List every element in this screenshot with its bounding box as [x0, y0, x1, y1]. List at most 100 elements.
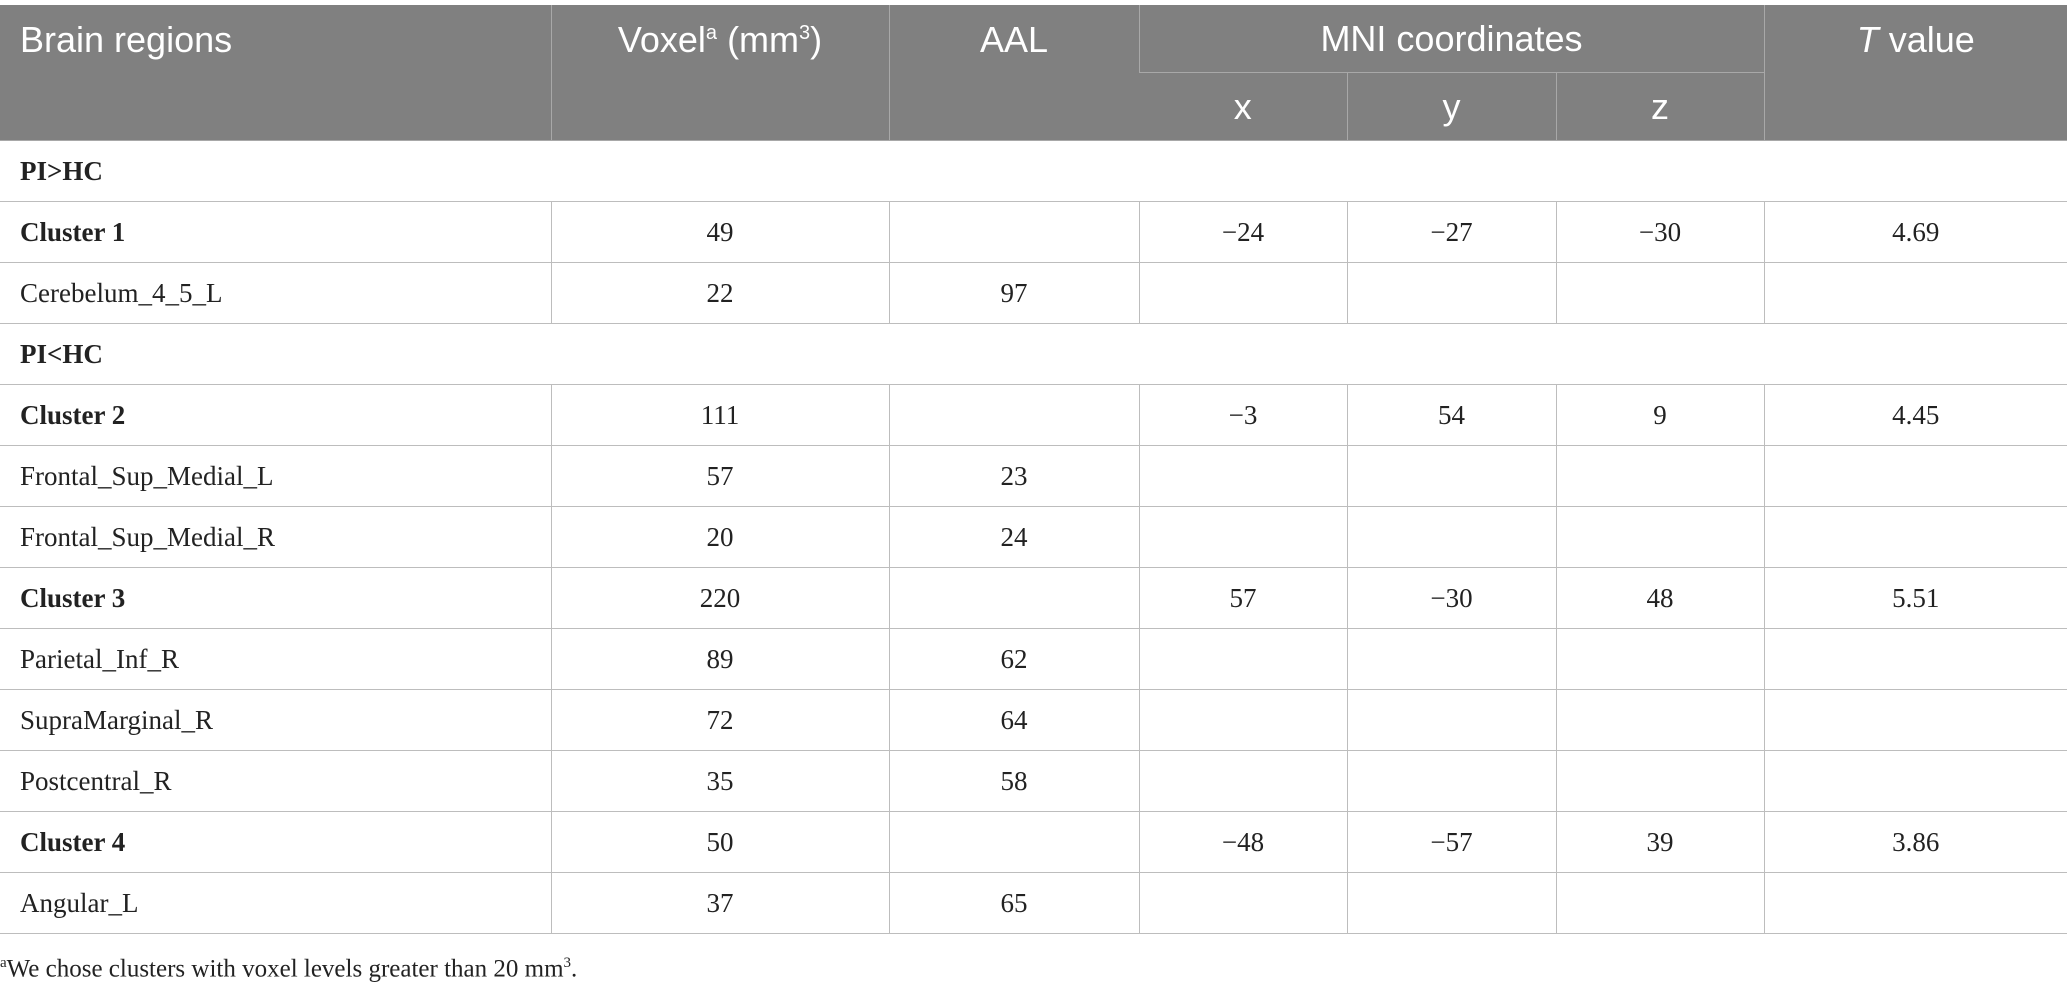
- value-cell: −30: [1346, 567, 1557, 629]
- value-cell: 62: [888, 628, 1140, 690]
- value-cell: 89: [550, 628, 890, 690]
- value-cell: 20: [550, 506, 890, 568]
- header-cell: x: [1139, 72, 1347, 141]
- table-row: PI>HC: [0, 140, 2067, 202]
- value-cell: [1346, 262, 1557, 324]
- region-cell: Cluster 1: [0, 201, 552, 263]
- region-cell: Frontal_Sup_Medial_L: [0, 445, 552, 507]
- table-row: PI<HC: [0, 323, 2067, 385]
- value-cell: 72: [550, 689, 890, 751]
- value-cell: 24: [888, 506, 1140, 568]
- value-cell: [1138, 628, 1348, 690]
- table-row: Frontal_Sup_Medial_L 57 23: [0, 445, 2067, 507]
- value-cell: 5.51: [1763, 567, 2067, 629]
- table-row: Cluster 4 50 −48 −57 39 3.86: [0, 811, 2067, 873]
- header-text: value: [1888, 19, 1975, 60]
- value-cell: [1763, 628, 2067, 690]
- footnote-mark: a: [705, 22, 718, 44]
- value-cell: [1555, 262, 1765, 324]
- value-cell: 58: [888, 750, 1140, 812]
- header-text: MNI coordinates: [1320, 17, 1583, 59]
- footnote-text: We chose clusters with voxel levels grea…: [6, 955, 564, 983]
- value-cell: 4.69: [1763, 201, 2067, 263]
- region-cell: Cerebelum_4_5_L: [0, 262, 552, 324]
- region-cell: Postcentral_R: [0, 750, 552, 812]
- table-header: Brain regions Voxela (mm3) AAL MNI coord…: [0, 5, 2067, 141]
- region-cell: Frontal_Sup_Medial_R: [0, 506, 552, 568]
- header-text: AAL: [979, 19, 1049, 60]
- value-cell: −27: [1346, 201, 1557, 263]
- value-cell: [1346, 872, 1557, 934]
- value-cell: 39: [1555, 811, 1765, 873]
- value-cell: 65: [888, 872, 1140, 934]
- table-row: Frontal_Sup_Medial_R 20 24: [0, 506, 2067, 568]
- header-text: y: [1442, 85, 1461, 127]
- value-cell: −24: [1138, 201, 1348, 263]
- region-cell: Angular_L: [0, 872, 552, 934]
- value-cell: [1346, 750, 1557, 812]
- value-cell: 23: [888, 445, 1140, 507]
- section-cell: PI<HC: [0, 323, 2067, 385]
- value-cell: 57: [550, 445, 890, 507]
- results-table: Brain regions Voxela (mm3) AAL MNI coord…: [0, 5, 2067, 934]
- superscript: 3: [799, 22, 811, 44]
- value-cell: 22: [550, 262, 890, 324]
- header-cell: y: [1346, 72, 1556, 141]
- header-cell: z: [1555, 72, 1764, 141]
- value-cell: [1763, 689, 2067, 751]
- value-cell: [888, 567, 1140, 629]
- value-cell: −30: [1555, 201, 1765, 263]
- value-cell: −3: [1138, 384, 1348, 446]
- table-row: Angular_L 37 65: [0, 872, 2067, 934]
- header-text: (mm: [727, 19, 800, 60]
- value-cell: 57: [1138, 567, 1348, 629]
- value-cell: 49: [550, 201, 890, 263]
- value-cell: [1346, 628, 1557, 690]
- footnote-mark: a: [0, 955, 7, 971]
- value-cell: [1555, 872, 1765, 934]
- region-cell: SupraMarginal_R: [0, 689, 552, 751]
- value-cell: [1138, 445, 1348, 507]
- value-cell: 50: [550, 811, 890, 873]
- region-cell: Cluster 2: [0, 384, 552, 446]
- value-cell: −57: [1346, 811, 1557, 873]
- value-cell: [1763, 506, 2067, 568]
- value-cell: [1555, 750, 1765, 812]
- value-cell: [1555, 689, 1765, 751]
- value-cell: [888, 811, 1140, 873]
- value-cell: [1138, 262, 1348, 324]
- value-cell: [1555, 628, 1765, 690]
- region-cell: Cluster 4: [0, 811, 552, 873]
- table-body: PI>HC Cluster 1 49 −24 −27 −30 4.69 Cerebelum_4…: [0, 140, 2067, 934]
- value-cell: [1763, 445, 2067, 507]
- table-row: SupraMarginal_R 72 64: [0, 689, 2067, 751]
- header-cell: T value: [1763, 5, 2067, 141]
- value-cell: 54: [1346, 384, 1557, 446]
- value-cell: 64: [888, 689, 1140, 751]
- value-cell: [1346, 445, 1557, 507]
- section-cell: PI>HC: [0, 140, 2067, 202]
- header-text: Voxel: [617, 19, 706, 60]
- value-cell: 4.45: [1763, 384, 2067, 446]
- value-cell: 97: [888, 262, 1140, 324]
- table-row: Postcentral_R 35 58: [0, 750, 2067, 812]
- value-cell: [1346, 689, 1557, 751]
- value-cell: [1138, 689, 1348, 751]
- value-cell: −48: [1138, 811, 1348, 873]
- header-text: z: [1651, 85, 1669, 127]
- header-text: Brain regions: [20, 19, 233, 60]
- value-cell: 48: [1555, 567, 1765, 629]
- header-cell: Voxela (mm3): [550, 5, 889, 141]
- region-cell: Cluster 3: [0, 567, 552, 629]
- value-cell: [888, 384, 1140, 446]
- value-cell: 37: [550, 872, 890, 934]
- value-cell: [1763, 872, 2067, 934]
- table-row: Cluster 1 49 −24 −27 −30 4.69: [0, 201, 2067, 263]
- value-cell: 3.86: [1763, 811, 2067, 873]
- value-cell: [1763, 262, 2067, 324]
- value-cell: [1555, 506, 1765, 568]
- value-cell: 111: [550, 384, 890, 446]
- region-cell: Parietal_Inf_R: [0, 628, 552, 690]
- value-cell: 9: [1555, 384, 1765, 446]
